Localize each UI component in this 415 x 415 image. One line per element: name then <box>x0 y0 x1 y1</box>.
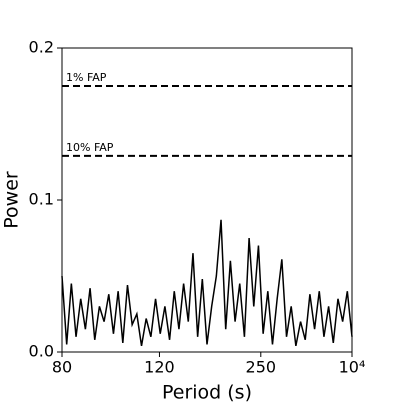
y-axis-label: Power <box>1 171 23 229</box>
x-tick-label: 10⁴ <box>339 358 366 377</box>
x-tick-label: 80 <box>52 358 72 377</box>
fap-label: 10% FAP <box>66 141 114 154</box>
x-axis-label: Period (s) <box>162 382 252 404</box>
plot-frame <box>61 47 353 353</box>
y-tick-label: 0.0 <box>29 342 54 361</box>
x-tick-label: 120 <box>144 358 175 377</box>
y-tick-label: 0.2 <box>29 38 54 57</box>
x-tick-label: 250 <box>246 358 277 377</box>
y-tick-label: 0.1 <box>29 190 54 209</box>
power-line <box>61 219 353 347</box>
fap-label: 1% FAP <box>66 71 107 84</box>
